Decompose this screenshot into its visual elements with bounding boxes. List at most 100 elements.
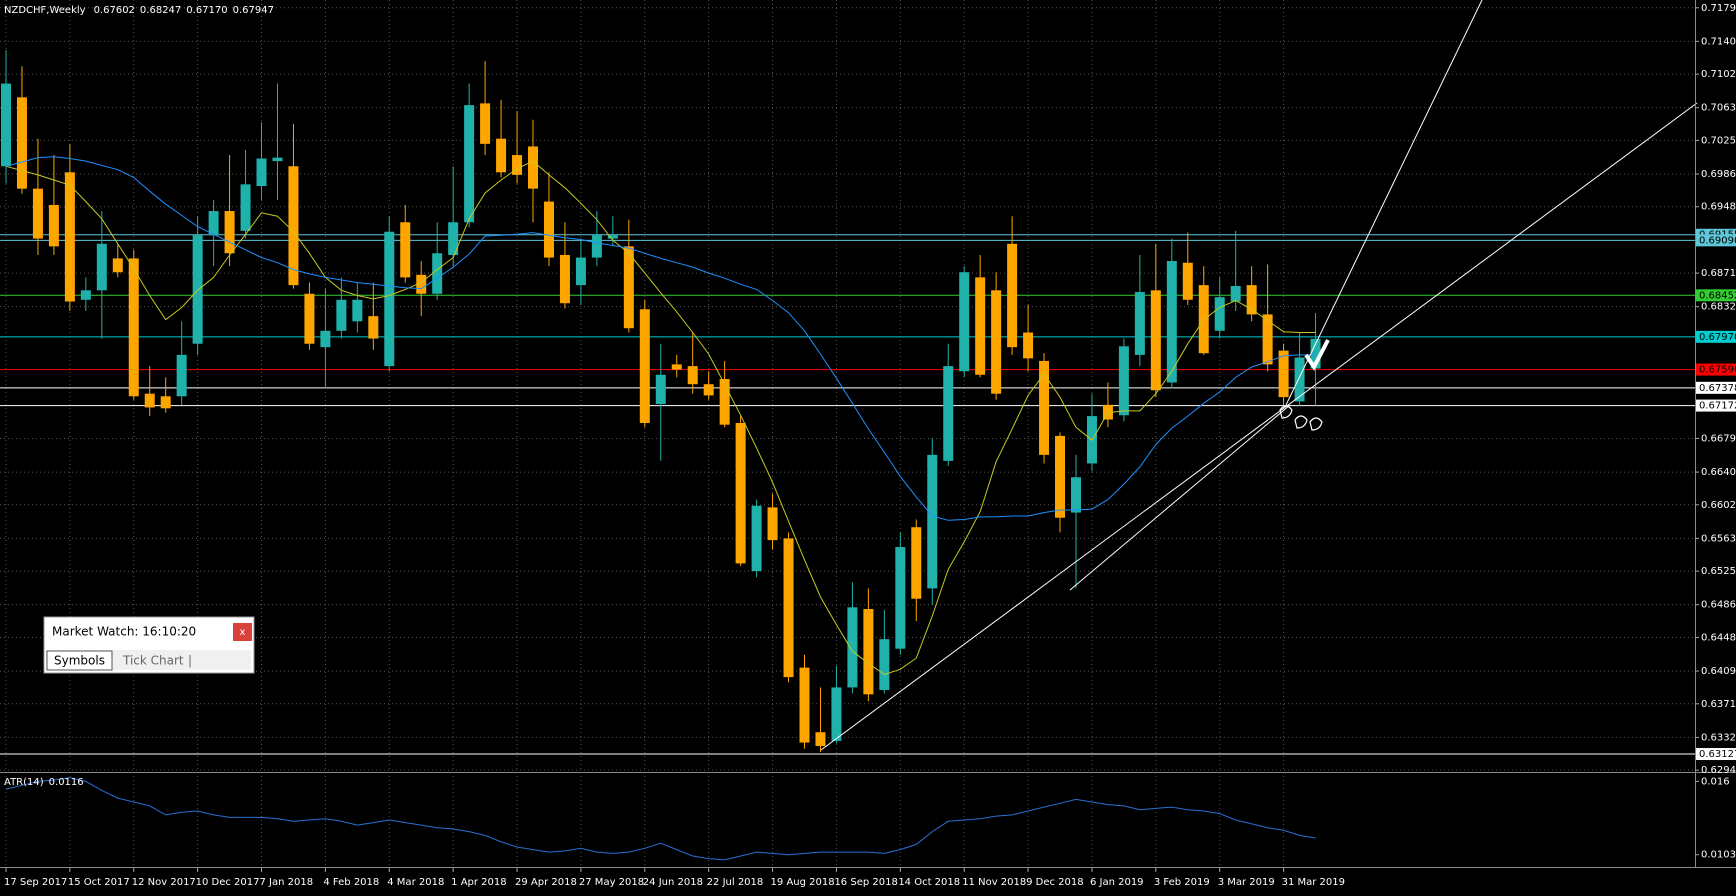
x-tick-label: 12 Nov 2017 [132,877,196,888]
candle-body [1166,261,1177,383]
candle-body [975,277,986,375]
level-label-box [1696,381,1736,394]
candle-body [400,222,411,278]
chart-title: NZDCHF,Weekly [4,5,86,16]
x-tick-label: 11 Nov 2018 [962,877,1026,888]
candle-body [767,507,778,541]
header-value: 0.67602 [94,5,135,16]
level-label-box [1696,330,1736,343]
candle-body [687,366,698,385]
candle-body [623,246,634,329]
x-tick-label: 10 Dec 2017 [196,877,260,888]
x-tick-label: 29 Apr 2018 [515,877,577,888]
trend-line [820,102,1698,751]
candle-body [1118,346,1129,416]
candle-body [48,205,59,247]
indicator-title: ATR(14) [4,777,44,788]
candle-body [32,188,43,239]
candle-body [1007,243,1018,348]
moving-average [5,156,1316,521]
level-label: 0.68452 [1699,290,1736,301]
candle-body [288,166,299,286]
candle-body [112,258,123,273]
candle-body [863,609,874,695]
candle-body [1055,435,1066,518]
candle-body [480,103,491,144]
x-tick-label: 6 Jan 2019 [1090,877,1144,888]
candle-body [783,538,794,678]
tab-active[interactable] [46,650,113,671]
candle-body [16,97,27,189]
close-button[interactable] [233,623,252,641]
level-label-box [1696,399,1736,412]
indicator-line [5,777,1316,861]
x-tick-label: 16 Sep 2018 [834,877,897,888]
candle-body [671,364,682,370]
close-label[interactable]: x [240,627,246,638]
candle-body [959,272,970,372]
candle-body [655,374,666,405]
candle-body [1134,292,1145,355]
candle-body [1182,262,1193,300]
trend-line [1069,404,1291,591]
candle-body [320,330,331,348]
indicator-value: 0.0116 [49,777,84,788]
candle-body [815,732,826,747]
candle-body [719,379,730,425]
candle-body [1262,314,1273,365]
candle-body [607,235,618,239]
header-value: 0.67170 [186,5,227,16]
y-tick-label: 0.0103 [1701,850,1736,861]
candle-body [799,667,810,743]
candle-body [432,253,443,294]
candle-body [224,211,235,254]
level-label-box [1696,748,1736,761]
candle-body [543,201,554,258]
candle-body [256,158,267,187]
candle-body [879,639,890,691]
candle-body [240,184,251,231]
candle-body [176,354,187,397]
x-tick-label: 7 Jan 2018 [260,877,314,888]
candle-body [512,155,523,175]
candle-body [751,505,762,572]
candle-body [639,309,650,423]
candle-body [895,547,906,649]
candle-body [1150,290,1161,391]
candle-body [448,222,459,255]
candle-body [559,254,570,304]
candle-body [1310,338,1321,369]
candle-body [991,290,1002,394]
x-tick-label: 14 Oct 2018 [898,877,960,888]
tab-separator: | [188,654,192,668]
candle-body [735,422,746,564]
x-tick-label: 4 Feb 2018 [323,877,379,888]
tab-label[interactable]: Tick Chart [122,654,184,668]
x-tick-label: 31 Mar 2019 [1282,877,1345,888]
candle-body [352,299,363,322]
level-label-box [1696,234,1736,247]
marks [1,49,1321,861]
candle-body [96,243,107,291]
tab-label[interactable]: Symbols [54,654,105,668]
candle-body [831,687,842,741]
candle-body [927,454,938,589]
y-tick-label: 0.016 [1701,776,1730,787]
